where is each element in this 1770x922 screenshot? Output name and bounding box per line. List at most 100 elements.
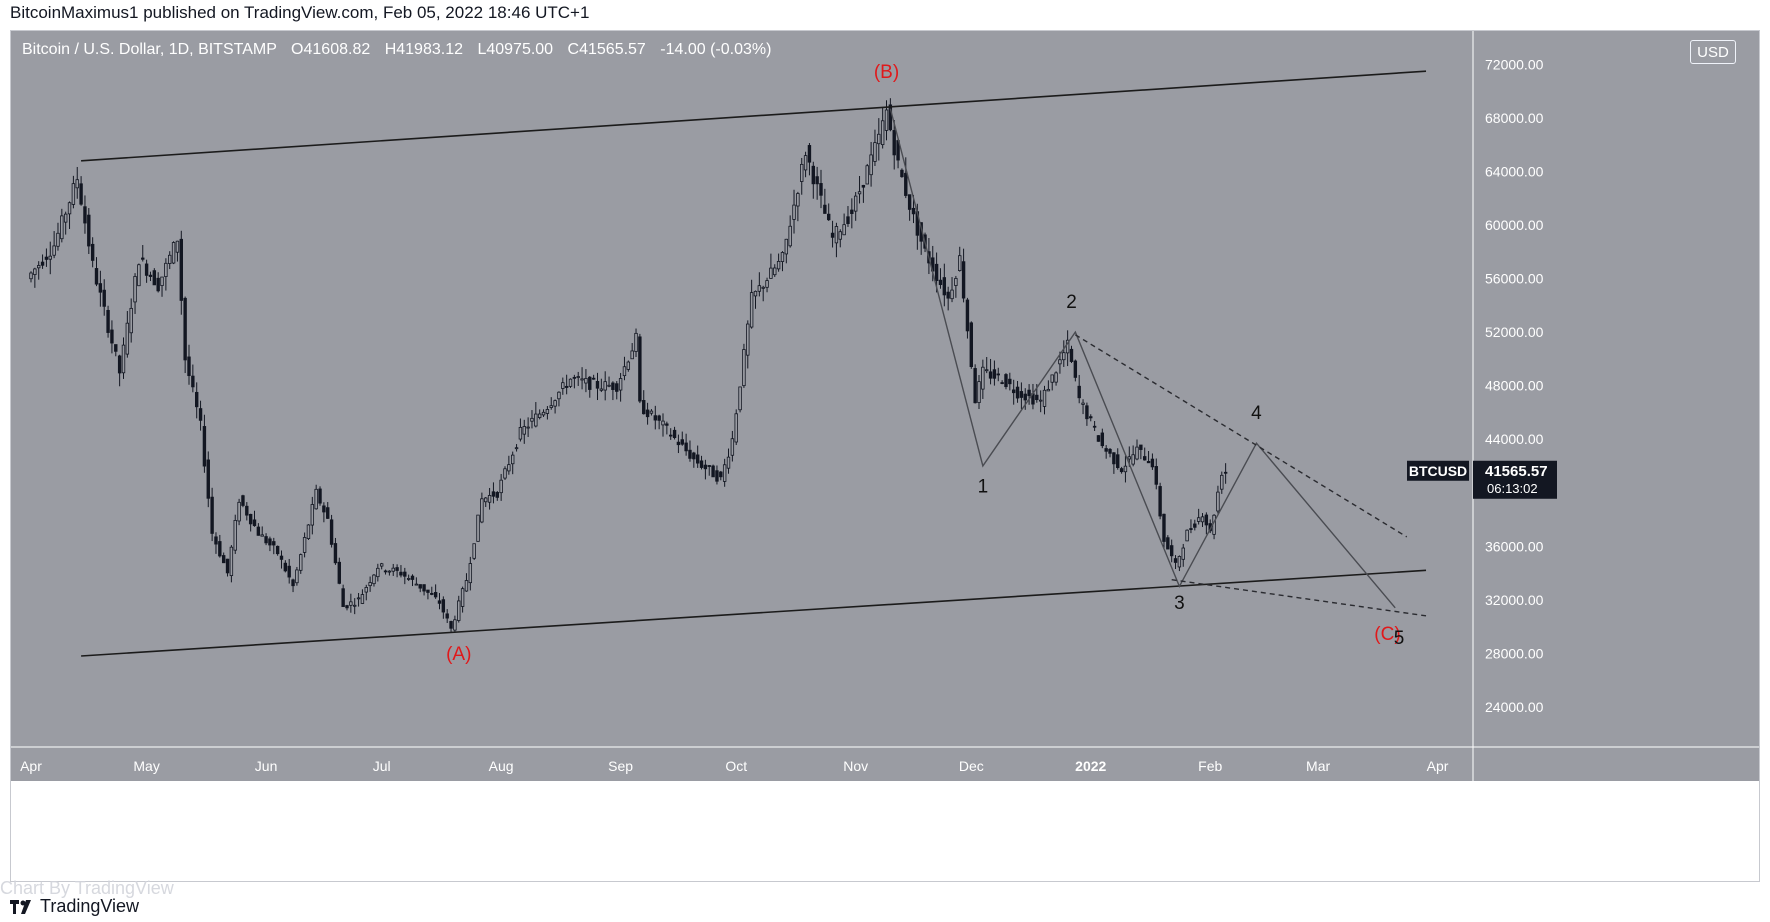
candle-body [437,600,442,604]
candle-body [1143,456,1147,461]
chart-frame[interactable]: (A) (B) (C) 1 2 3 4 5 24000.00 28000.00 32000.00 3… [10,30,1760,882]
candle-body [94,268,99,285]
candle-body [746,323,750,356]
open-value: 41608.82 [303,41,371,58]
price-badge-box [1473,460,1557,499]
candle-body [537,413,542,418]
candle-body [426,589,430,593]
candle-body [1216,491,1220,512]
candle-body [1050,374,1054,383]
candle-body [264,536,268,544]
candle-body [892,130,896,156]
candle-body [156,277,160,292]
candle-body [1158,486,1162,517]
candle-body [815,176,819,185]
candle-body [79,183,83,205]
currency-button[interactable]: USD [1690,40,1736,64]
candle-body [1189,528,1193,530]
candle-body [665,423,669,426]
candle-body [33,268,37,275]
price-tick-label: 32000.00 [1485,592,1544,608]
candle-body [934,263,939,282]
candle-body [314,488,318,510]
candle-body [1038,399,1043,402]
candle-body [1081,402,1085,405]
time-tick-label: Mar [1306,758,1330,774]
tradingview-logo-icon [10,899,31,914]
candle-body [676,441,681,446]
candle-body [1204,514,1209,526]
candle-body [588,376,592,390]
tradingview-brand[interactable]: TradingView [10,896,139,917]
candle-body [657,415,661,421]
candle-body [1027,389,1031,397]
candle-body [121,344,126,374]
candle-body [345,605,349,609]
candle-body [1150,458,1155,468]
candle-body [842,224,846,236]
candle-body [133,276,137,303]
candle-body [56,232,60,247]
candle-body [599,388,604,391]
candle-body [726,456,731,469]
price-badge-value: 41565.57 [1485,463,1548,480]
candle-body [272,541,276,546]
price-tick-label: 56000.00 [1485,271,1544,287]
candle-body [141,257,145,260]
candle-body [245,505,249,516]
wave-label: (B) [874,62,899,83]
candle-body [734,413,738,443]
candle-body [715,470,719,482]
candle-body [137,264,141,287]
candle-body [480,498,484,523]
candle-body [1200,516,1205,523]
candle-body [302,537,307,553]
candle-body [730,438,735,456]
candle-body [692,452,696,460]
candle-body [753,290,758,297]
candle-body [198,408,203,421]
time-tick-label: Oct [725,758,747,774]
candle-body [453,619,457,631]
candle-body [129,307,133,334]
candle-body [160,276,164,286]
candle-body [649,410,654,414]
candle-body [1220,474,1224,490]
candle-body [168,254,172,264]
candle-body [218,541,222,557]
candle-body [591,377,596,380]
candle-body [846,216,850,224]
candle-body [1077,385,1081,399]
candle-body [472,543,476,559]
candle-body [576,376,580,378]
candle-body [379,563,384,567]
candle-body [1042,389,1047,407]
candle-body [1023,393,1027,401]
candle-body [958,255,962,271]
candle-body [191,375,195,388]
time-tick-label: Aug [489,758,514,774]
candle-body [295,569,299,584]
candle-body [148,274,153,277]
candle-body [1146,461,1151,464]
time-tick-label: 2022 [1075,758,1106,774]
candle-body [880,120,885,146]
candle-body [1000,382,1004,384]
candle-body [776,260,781,270]
candle-body [572,376,577,379]
candle-body [680,439,684,445]
candle-body [71,183,76,205]
candle-body [545,409,550,414]
candle-body [773,267,777,276]
candle-body [1169,545,1174,557]
candle-body [406,578,411,580]
candle-body [457,600,461,621]
candle-body [541,411,546,416]
price-tick-label: 28000.00 [1485,645,1544,661]
candle-body [1092,425,1097,428]
candle-body [1166,537,1170,550]
candle-body [981,366,985,390]
candle-body [37,265,41,269]
candle-body [1073,360,1078,378]
candlestick-chart[interactable]: (A) (B) (C) 1 2 3 4 5 24000.00 28000.00 32000.00 3… [11,31,1759,881]
